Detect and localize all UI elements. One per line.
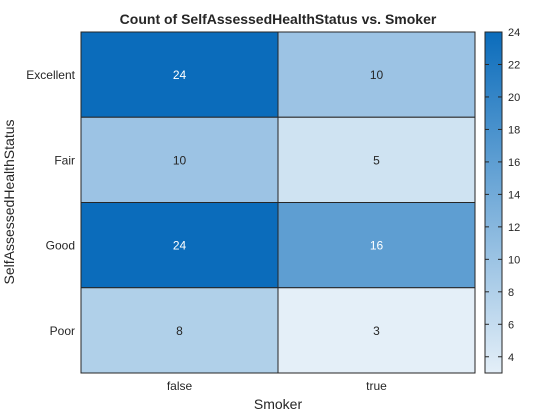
y-axis-label: SelfAssessedHealthStatus: [1, 120, 17, 285]
heatmap-cell: [277, 31, 476, 118]
colorbar-tick-label: 16: [508, 157, 520, 169]
cell-value-label: 10: [370, 68, 384, 82]
x-tick-label: false: [167, 379, 193, 393]
colorbar-tick-label: 14: [508, 189, 520, 201]
chart-title: Count of SelfAssessedHealthStatus vs. Sm…: [120, 11, 437, 27]
colorbar-tick-label: 10: [508, 254, 520, 266]
heatmap-cell: [277, 202, 476, 289]
colorbar-gradient: [484, 31, 503, 374]
colorbar-tick-label: 20: [508, 92, 520, 104]
colorbar-tick-label: 4: [508, 352, 514, 364]
y-tick-label: Poor: [50, 324, 75, 338]
heatmap-cell: [80, 31, 279, 118]
heatmap-cell: [277, 116, 476, 203]
colorbar-tick-label: 12: [508, 222, 520, 234]
x-axis-ticks: false true: [167, 379, 387, 393]
colorbar-tick-label: 22: [508, 59, 520, 71]
colorbar-tick-label: 8: [508, 287, 514, 299]
colorbar-tick-label: 24: [508, 27, 520, 39]
colorbar: 4 6 8 10 12 14 16 18 20 22 24: [484, 27, 520, 374]
heatmap-cells: 24 10 10 5 24 16 8 3: [80, 31, 476, 374]
cell-value-label: 3: [373, 324, 380, 338]
x-axis-label: Smoker: [254, 396, 303, 412]
x-tick-label: true: [366, 379, 387, 393]
y-tick-label: Fair: [54, 153, 75, 167]
cell-value-label: 24: [173, 239, 187, 253]
heatmap-cell: [80, 287, 279, 374]
colorbar-tick-label: 18: [508, 124, 520, 136]
heatmap-cell: [277, 287, 476, 374]
cell-value-label: 16: [370, 239, 384, 253]
y-tick-label: Excellent: [26, 68, 75, 82]
cell-value-label: 5: [373, 153, 380, 167]
cell-value-label: 24: [173, 68, 187, 82]
heatmap-cell: [80, 202, 279, 289]
cell-value-label: 10: [173, 153, 187, 167]
y-axis-ticks: Excellent Fair Good Poor: [26, 68, 75, 338]
cell-value-label: 8: [176, 324, 183, 338]
y-tick-label: Good: [46, 239, 75, 253]
colorbar-tick-label: 6: [508, 319, 514, 331]
heatmap-cell: [80, 116, 279, 203]
